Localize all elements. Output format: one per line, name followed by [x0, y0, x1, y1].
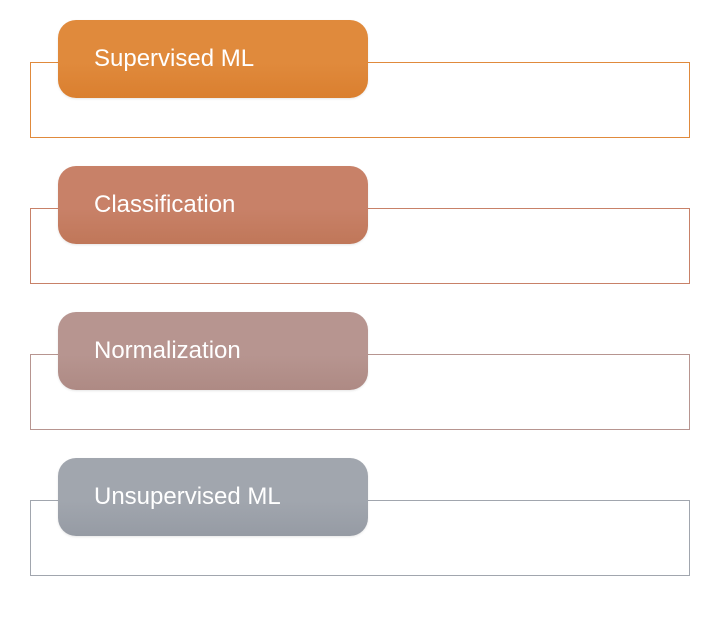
block-supervised-ml: Supervised ML: [30, 20, 695, 138]
label-text-3: Normalization: [94, 337, 241, 365]
label-pill-supervised-ml: Supervised ML: [58, 20, 368, 98]
label-pill-normalization: Normalization: [58, 312, 368, 390]
block-unsupervised-ml: Unsupervised ML: [30, 458, 695, 576]
block-classification: Classification: [30, 166, 695, 284]
label-pill-classification: Classification: [58, 166, 368, 244]
label-text-4: Unsupervised ML: [94, 483, 281, 511]
ml-process-diagram: Supervised ML Classification Normalizati…: [30, 20, 695, 576]
block-normalization: Normalization: [30, 312, 695, 430]
label-text-2: Classification: [94, 191, 235, 219]
label-pill-unsupervised-ml: Unsupervised ML: [58, 458, 368, 536]
label-text-1: Supervised ML: [94, 45, 254, 73]
